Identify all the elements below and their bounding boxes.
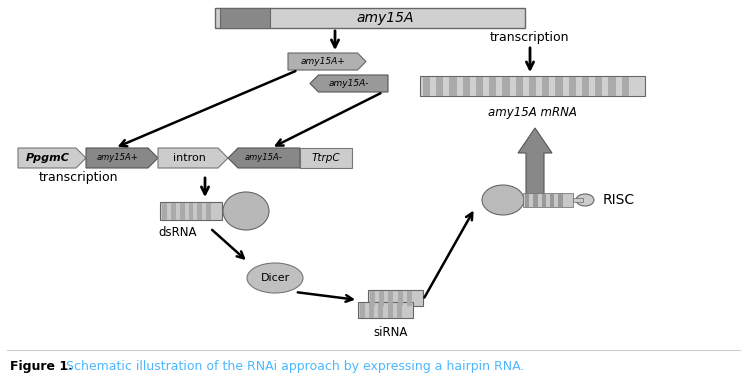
- Polygon shape: [228, 148, 300, 168]
- Bar: [462, 77, 470, 95]
- Bar: [369, 303, 374, 318]
- Ellipse shape: [223, 192, 269, 230]
- Text: transcription: transcription: [490, 31, 569, 44]
- Text: Dicer: Dicer: [261, 273, 290, 283]
- Bar: [533, 193, 538, 206]
- Polygon shape: [86, 148, 158, 168]
- Text: amy15A+: amy15A+: [300, 57, 345, 66]
- Bar: [388, 290, 394, 306]
- Bar: [550, 193, 554, 206]
- Bar: [503, 77, 509, 95]
- Text: intron: intron: [173, 153, 205, 163]
- Text: amy15A-: amy15A-: [245, 154, 283, 162]
- Bar: [420, 76, 645, 96]
- Bar: [215, 8, 525, 28]
- Bar: [197, 203, 202, 219]
- Bar: [523, 193, 573, 207]
- Text: siRNA: siRNA: [374, 326, 408, 339]
- Bar: [608, 77, 616, 95]
- Bar: [368, 290, 423, 306]
- Bar: [558, 193, 562, 206]
- Text: transcription: transcription: [39, 172, 118, 185]
- Text: Schematic illustration of the RNAi approach by expressing a hairpin RNA.: Schematic illustration of the RNAi appro…: [62, 360, 524, 373]
- Bar: [358, 302, 413, 318]
- Bar: [406, 290, 412, 306]
- Bar: [542, 193, 546, 206]
- Text: Figure 1.: Figure 1.: [10, 360, 73, 373]
- Bar: [397, 290, 403, 306]
- Polygon shape: [310, 75, 388, 92]
- Bar: [370, 290, 375, 306]
- Bar: [450, 77, 456, 95]
- Bar: [300, 148, 352, 168]
- Polygon shape: [288, 53, 366, 70]
- Ellipse shape: [576, 194, 594, 206]
- Text: amy15A: amy15A: [356, 11, 414, 25]
- Ellipse shape: [247, 263, 303, 293]
- Bar: [220, 8, 270, 28]
- Bar: [360, 303, 365, 318]
- Polygon shape: [18, 148, 86, 168]
- Bar: [162, 203, 167, 219]
- Bar: [397, 303, 402, 318]
- Bar: [529, 77, 536, 95]
- Text: amy15A+: amy15A+: [97, 154, 139, 162]
- Bar: [542, 77, 549, 95]
- Bar: [188, 203, 193, 219]
- Bar: [582, 77, 589, 95]
- Bar: [379, 303, 383, 318]
- Bar: [489, 77, 497, 95]
- Bar: [436, 77, 444, 95]
- Bar: [573, 198, 583, 202]
- Bar: [160, 202, 222, 220]
- Text: RISC: RISC: [603, 193, 635, 207]
- Text: dsRNA: dsRNA: [158, 226, 196, 239]
- Bar: [525, 193, 530, 206]
- Ellipse shape: [482, 185, 524, 215]
- Bar: [206, 203, 211, 219]
- Bar: [622, 77, 629, 95]
- Bar: [388, 303, 393, 318]
- Bar: [180, 203, 185, 219]
- Bar: [568, 77, 576, 95]
- Text: amy15A-: amy15A-: [329, 79, 369, 88]
- Polygon shape: [158, 148, 228, 168]
- Polygon shape: [518, 128, 552, 195]
- Text: PpgmC: PpgmC: [26, 153, 70, 163]
- Text: TtrpC: TtrpC: [311, 153, 341, 163]
- Bar: [171, 203, 176, 219]
- Bar: [379, 290, 384, 306]
- Bar: [515, 77, 523, 95]
- Bar: [423, 77, 430, 95]
- Bar: [595, 77, 602, 95]
- Text: amy15A mRNA: amy15A mRNA: [488, 106, 577, 119]
- Bar: [555, 77, 562, 95]
- Bar: [476, 77, 483, 95]
